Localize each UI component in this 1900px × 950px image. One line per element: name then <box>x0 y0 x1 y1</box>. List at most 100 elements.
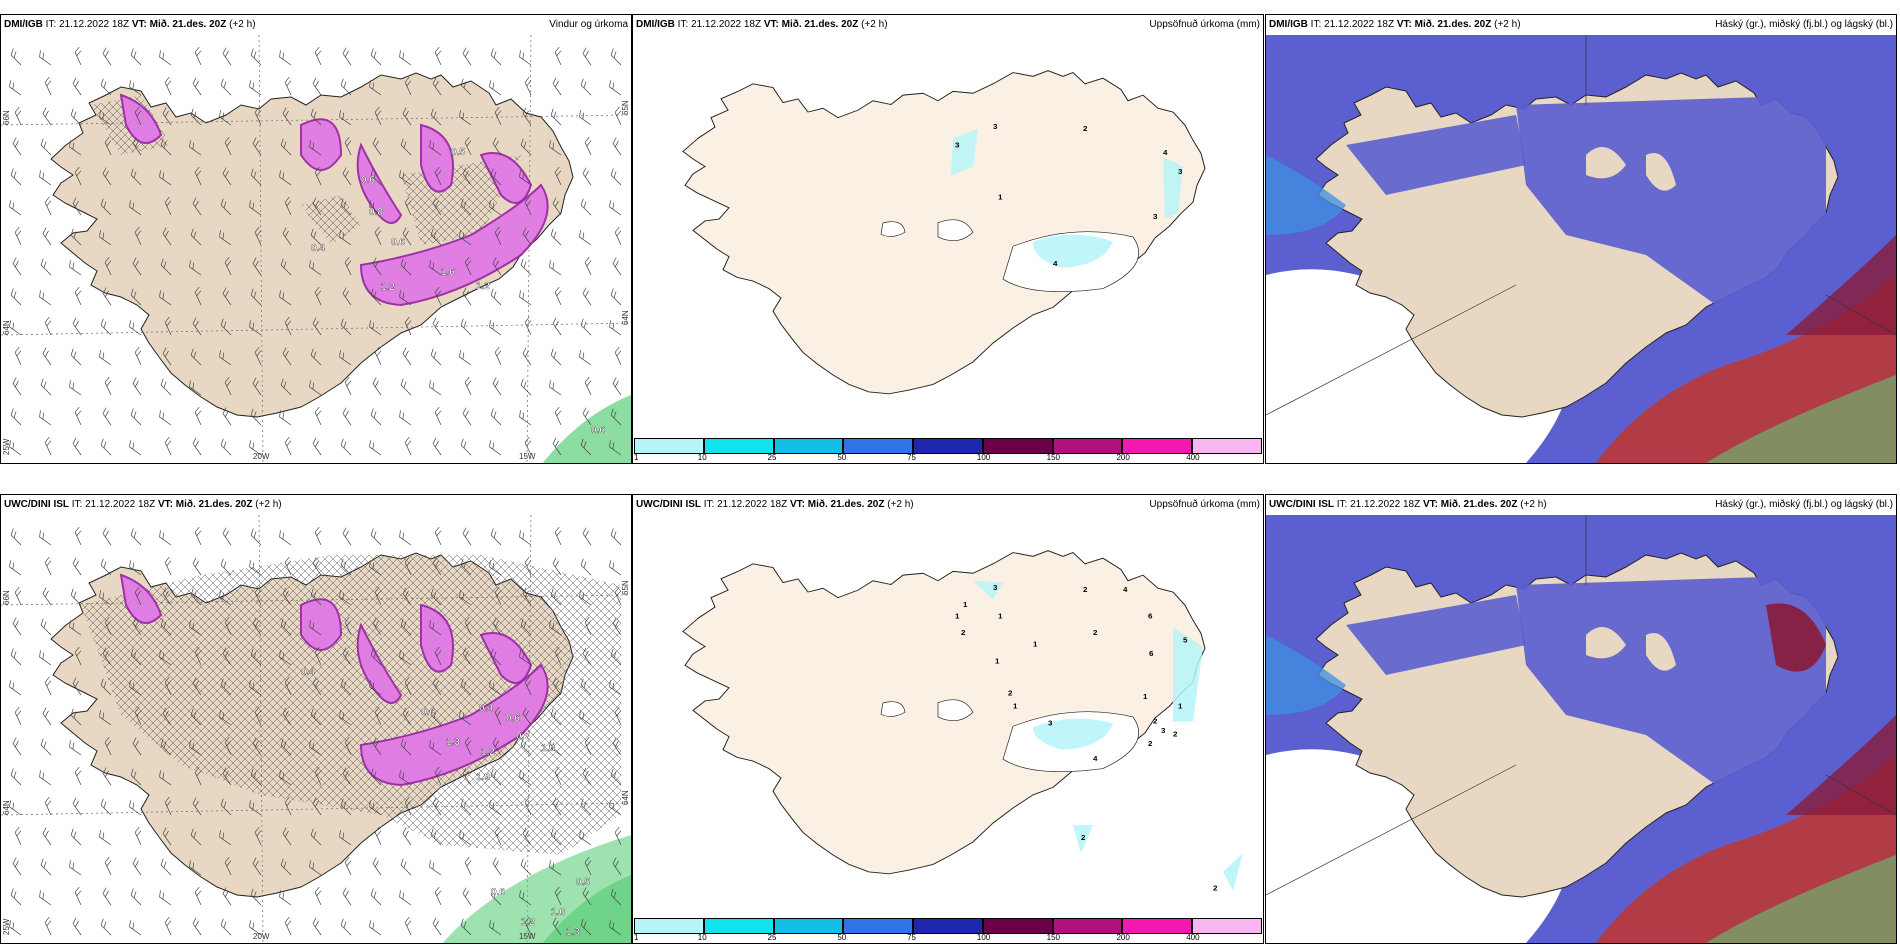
precip-value: 0.6 <box>591 425 605 436</box>
precip-band <box>300 598 343 651</box>
run-info: UWC/DINI ISL IT: 21.12.2022 18Z VT: Mið.… <box>4 495 282 515</box>
clear-land <box>1646 153 1676 191</box>
lat-label: 25W <box>2 438 11 455</box>
wind-barb <box>192 917 202 936</box>
wind-barb <box>580 318 592 336</box>
wind-barb <box>550 708 562 726</box>
wind-barb <box>399 890 412 906</box>
wind-barb <box>434 526 442 546</box>
accum-value: 2 <box>1173 730 1177 739</box>
wind-barb <box>464 616 472 636</box>
wind-barb <box>219 110 232 126</box>
wind-barb <box>369 320 382 336</box>
wind-barb <box>220 198 232 216</box>
wind-barb <box>399 530 412 546</box>
wind-barb <box>520 138 532 156</box>
accum-value: 4 <box>1163 148 1168 157</box>
colorbar-swatch <box>982 918 1053 934</box>
wind-barb <box>252 377 262 396</box>
wind-barb <box>102 167 112 186</box>
wind-barb <box>370 408 382 426</box>
wind-barb <box>490 768 502 786</box>
wind-barb <box>370 288 382 306</box>
wind-barb <box>190 588 202 606</box>
wind-barb <box>250 648 262 666</box>
wind-barb <box>370 48 382 66</box>
valid-time-value: Mið. 21.des. 20Z <box>1414 19 1492 30</box>
wind-barb <box>339 710 352 726</box>
valid-time-label: VT: <box>763 19 779 30</box>
precip-band <box>359 663 549 787</box>
colorbar-label: 150 <box>1046 453 1061 462</box>
colorbar-swatch <box>1122 438 1193 454</box>
glacier <box>880 221 906 237</box>
wind-barb <box>222 527 232 546</box>
wind-barb <box>72 797 82 816</box>
wind-barb <box>370 768 382 786</box>
wind-barb <box>494 826 502 846</box>
wind-barb <box>490 288 502 306</box>
wind-barb <box>432 77 442 96</box>
wind-barb <box>429 740 442 756</box>
wind-barb <box>309 860 322 876</box>
wind-barb <box>580 438 592 456</box>
wind-barb <box>9 200 22 216</box>
valid-time-value: Mið. 21.des. 20Z <box>807 499 885 510</box>
precip-area <box>1173 627 1203 722</box>
panel-title-wrap: Háský (gr.), miðský (fj.bl.) og lágský (… <box>1715 495 1893 515</box>
accum-value: 1 <box>1143 692 1148 701</box>
wind-barb <box>280 738 292 756</box>
wind-barb <box>254 346 262 366</box>
wind-barb <box>552 797 562 816</box>
wind-barb <box>342 647 352 666</box>
colorbar-swatch <box>843 438 914 454</box>
wind-barb <box>250 168 262 186</box>
wind-barb <box>342 407 352 426</box>
wind-barb <box>489 560 502 576</box>
wind-barb <box>612 257 622 276</box>
wind-barb <box>39 50 52 66</box>
wind-barb <box>522 347 532 366</box>
accum-value: 3 <box>993 122 998 131</box>
accum-value: 6 <box>1148 612 1153 621</box>
precip-band <box>479 632 533 684</box>
precip-value: 0.5 <box>451 147 465 158</box>
wind-barb <box>224 136 232 156</box>
lat-label-right: 64N <box>621 310 630 325</box>
wind-barb <box>372 377 382 396</box>
precip-value: 1.0 <box>551 907 565 918</box>
wind-barb <box>314 166 322 186</box>
wind-barb <box>520 378 532 396</box>
wind-barb <box>490 648 502 666</box>
wind-barb <box>434 886 442 906</box>
accum-value: 4 <box>1093 754 1098 763</box>
wind-barb <box>219 350 232 366</box>
wind-barb <box>554 406 562 426</box>
wind-barb <box>609 680 622 696</box>
colorbar-label: 150 <box>1046 933 1061 942</box>
wind-barb <box>612 137 622 156</box>
wind-barb <box>429 860 442 876</box>
wind-barb <box>494 346 502 366</box>
wind-barb <box>74 526 82 546</box>
wind-barb <box>549 860 562 876</box>
wind-barb <box>159 290 172 306</box>
accum-value: 1 <box>1178 702 1183 711</box>
precip-band <box>359 183 549 307</box>
wind-barb <box>612 377 622 396</box>
wind-barb <box>399 650 412 666</box>
wind-barb <box>159 890 172 906</box>
panel-title: Uppsöfnuð úrkoma (mm) <box>1149 499 1260 510</box>
wind-barb <box>99 350 112 366</box>
wind-barb <box>582 527 592 546</box>
wind-barb <box>434 286 442 306</box>
precip-value: 0.6 <box>361 175 375 186</box>
wind-barb <box>372 137 382 156</box>
wind-barb <box>44 316 52 336</box>
wind-barb <box>310 828 322 846</box>
init-time-value: 21.12.2022 18Z <box>85 499 156 510</box>
wind-barb <box>10 528 22 546</box>
wind-barb <box>159 770 172 786</box>
wind-barb <box>12 377 22 396</box>
wind-barb <box>432 557 442 576</box>
